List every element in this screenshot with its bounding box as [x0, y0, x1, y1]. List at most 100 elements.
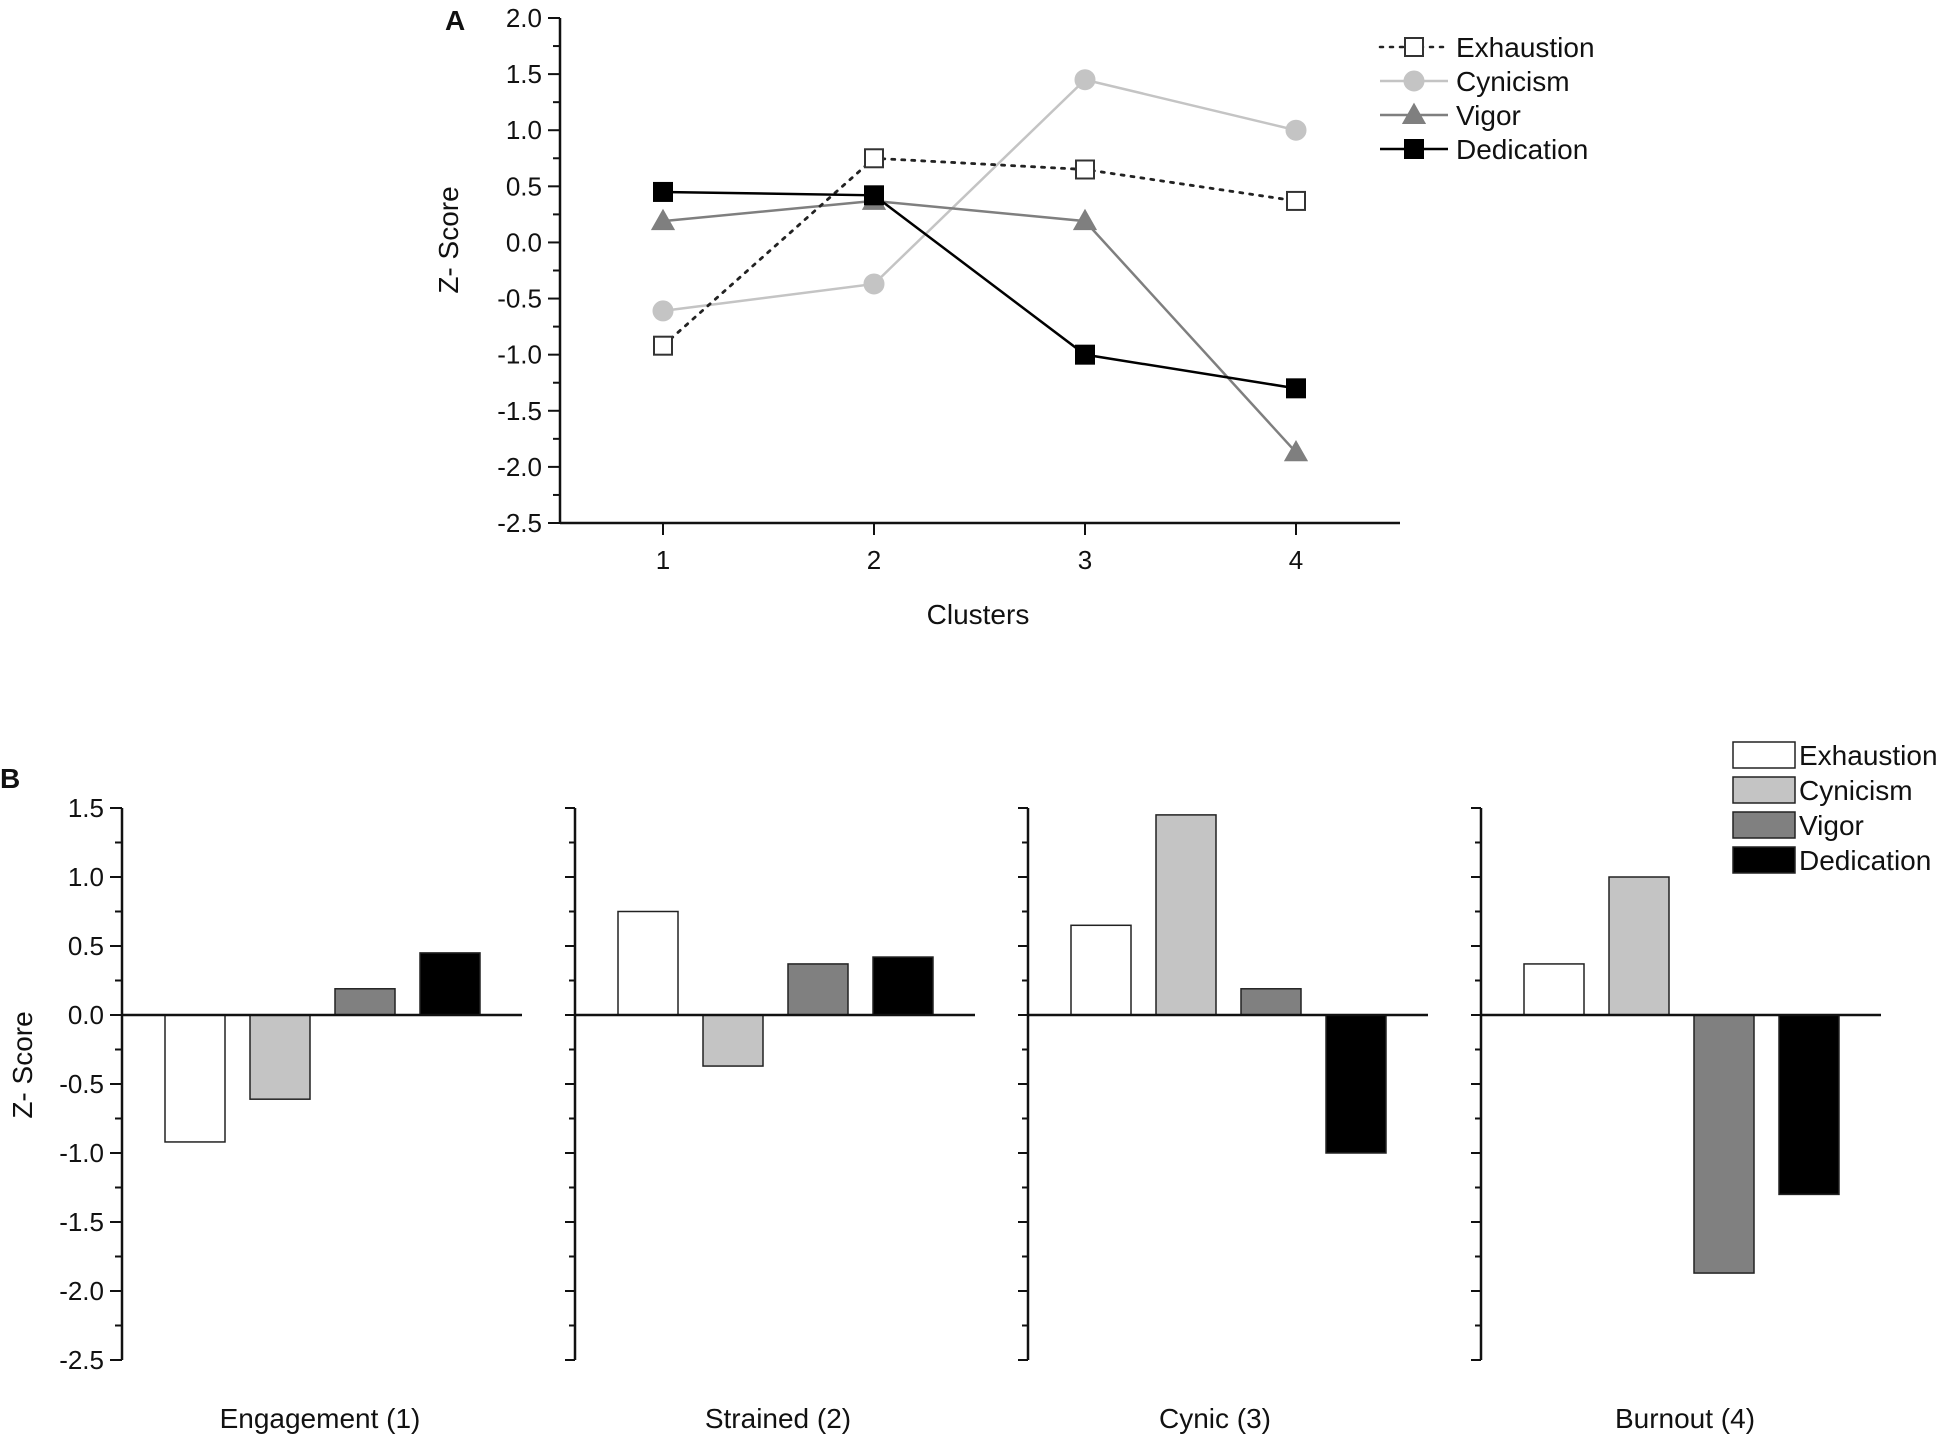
- panel-b-legend-label: Exhaustion: [1799, 740, 1938, 771]
- panel-b-y-tick-label: 1.5: [68, 793, 104, 823]
- panel-a-point-vigor: [650, 208, 676, 231]
- panel-b-category-label: Burnout (4): [1615, 1403, 1755, 1434]
- panel-b-y-tick-label: -0.5: [59, 1069, 104, 1099]
- panel-a-series: [650, 69, 1309, 462]
- panel-a-y-tick-label: -2.5: [497, 508, 542, 538]
- panel-a-y-ticks: 2.0 1.5 1.0 0.5 0.0 -0.5 -1.0 -1.5 -2.0 -2.5: [497, 3, 560, 538]
- panel-a-legend-marker: [1401, 102, 1427, 125]
- panel-b-bar-vigor: [1693, 1014, 1755, 1274]
- panel-a-legend-label: Cynicism: [1456, 66, 1570, 97]
- panel-a-y-tick-label: 2.0: [506, 3, 542, 33]
- panel-b-y-tick-label: -1.0: [59, 1138, 104, 1168]
- panel-a-legend-marker: [1404, 139, 1424, 159]
- panel-b-y-tick-label: -1.5: [59, 1207, 104, 1237]
- panel-b-group-cynic-3: Cynic (3): [1018, 807, 1428, 1434]
- panel-b-bar-vigor: [1240, 988, 1302, 1016]
- panel-b-bar-exhaustion: [617, 910, 679, 1016]
- panel-b-legend: Exhaustion Cynicism Vigor Dedication: [1732, 740, 1938, 876]
- panel-a-point-exhaustion: [1286, 190, 1306, 211]
- panel-a-legend-label: Vigor: [1456, 100, 1521, 131]
- panel-b-bar-vigor: [334, 988, 396, 1016]
- panel-b-legend-swatch: [1732, 811, 1796, 839]
- panel-a-line-chart: A 2.0 1.5 1.0 0.5 0.0 -0.5 -1.0 -1.5 -2.0 -2.5 1 2…: [433, 3, 1595, 630]
- panel-a-y-tick-label: -0.5: [497, 284, 542, 314]
- panel-b-y-tick-label: 0.0: [68, 1000, 104, 1030]
- panel-a-line-dedication: [662, 190, 1297, 390]
- panel-a-point-cynicism: [652, 300, 674, 322]
- panel-b-y-tick-label: 0.5: [68, 931, 104, 961]
- panel-a-series-vigor: [650, 188, 1309, 462]
- panel-b-bar-cynicism: [1155, 814, 1217, 1016]
- panel-a-x-ticks: 1 2 3 4: [656, 523, 1303, 575]
- panel-a-x-tick-label: 4: [1289, 545, 1303, 575]
- panel-a-point-dedication: [864, 185, 884, 206]
- panel-b-legend-item-cynicism: Cynicism: [1732, 775, 1913, 806]
- panel-a-point-exhaustion: [653, 335, 673, 356]
- panel-a-legend-item-exhaustion: Exhaustion: [1378, 32, 1595, 63]
- panel-a-legend-item-cynicism: Cynicism: [1380, 66, 1570, 97]
- panel-a-y-tick-label: 0.0: [506, 227, 542, 257]
- panel-a-y-tick-label: 1.0: [506, 115, 542, 145]
- panel-b-legend-swatch: [1732, 846, 1796, 874]
- panel-b-legend-swatch: [1732, 741, 1796, 769]
- panel-b-bar-cynicism: [249, 1014, 311, 1100]
- panel-a-line-vigor: [662, 199, 1297, 454]
- panel-b-bar-dedication: [872, 956, 934, 1016]
- panel-a-y-tick-label: -1.0: [497, 340, 542, 370]
- panel-b-group-strained-2: Strained (2): [565, 807, 975, 1434]
- panel-a-point-exhaustion: [864, 148, 884, 169]
- panel-b-category-label: Engagement (1): [220, 1403, 421, 1434]
- panel-b-category-label: Strained (2): [705, 1403, 851, 1434]
- panel-b-bar-dedication: [419, 952, 481, 1016]
- panel-b-bar-exhaustion: [1523, 963, 1585, 1016]
- panel-a-point-cynicism: [863, 273, 885, 295]
- panel-a-point-exhaustion: [1075, 159, 1095, 180]
- panel-a-series-dedication: [653, 181, 1306, 399]
- panel-b-bar-dedication: [1778, 1014, 1840, 1196]
- panel-b-legend-label: Cynicism: [1799, 775, 1913, 806]
- panel-a-line-exhaustion: [661, 156, 1298, 348]
- panel-b-y-tick-label: -2.5: [59, 1345, 104, 1375]
- panel-b-legend-item-vigor: Vigor: [1732, 810, 1864, 841]
- panel-a-y-tick-label: -1.5: [497, 396, 542, 426]
- panel-b-legend-label: Vigor: [1799, 810, 1864, 841]
- panel-b-bar-dedication: [1325, 1014, 1387, 1154]
- panel-a-x-tick-label: 1: [656, 545, 670, 575]
- panel-a-series-exhaustion: [653, 148, 1306, 356]
- panel-b-legend-swatch: [1732, 776, 1796, 804]
- panel-b-bar-chart: B 1.5 1.0 0.5 0.0 -0.5 -1.0 -1.5 -2.0 -2.5 Z- Sc…: [0, 740, 1938, 1434]
- panel-a-point-dedication: [653, 181, 673, 202]
- panel-b-groups: Engagement (1) Strained (2) Cynic (3) Burno…: [122, 807, 1881, 1434]
- panel-a-y-tick-label: 0.5: [506, 171, 542, 201]
- panel-b-legend-item-exhaustion: Exhaustion: [1732, 740, 1938, 771]
- panel-a-series-cynicism: [652, 69, 1307, 322]
- panel-b-bar-cynicism: [1608, 876, 1670, 1016]
- panel-b-y-tick-label: 1.0: [68, 862, 104, 892]
- panel-a-legend-label: Exhaustion: [1456, 32, 1595, 63]
- panel-b-y-axis-title: Z- Score: [7, 1011, 38, 1118]
- panel-b-y-ticks: 1.5 1.0 0.5 0.0 -0.5 -1.0 -1.5 -2.0 -2.5: [59, 793, 122, 1375]
- panel-b-label: B: [0, 763, 20, 794]
- panel-a-line-cynicism: [662, 78, 1297, 313]
- panel-a-x-tick-label: 2: [867, 545, 881, 575]
- panel-a-y-tick-label: -2.0: [497, 452, 542, 482]
- panel-a-y-tick-label: 1.5: [506, 59, 542, 89]
- panel-b-bar-exhaustion: [1070, 924, 1132, 1016]
- panel-b-bar-cynicism: [702, 1014, 764, 1067]
- panel-a-point-vigor: [1072, 208, 1098, 231]
- panel-a-legend-marker: [1403, 70, 1425, 92]
- panel-a-legend-item-vigor: Vigor: [1380, 100, 1521, 131]
- panel-a-point-dedication: [1286, 378, 1306, 399]
- panel-b-y-tick-label: -2.0: [59, 1276, 104, 1306]
- panel-a-x-axis-title: Clusters: [927, 599, 1030, 630]
- panel-a-point-cynicism: [1285, 119, 1307, 141]
- panel-a-legend-label: Dedication: [1456, 134, 1588, 165]
- panel-b-group-burnout-4: Burnout (4): [1471, 807, 1881, 1434]
- panel-b-legend-label: Dedication: [1799, 845, 1931, 876]
- panel-a-legend-item-dedication: Dedication: [1380, 134, 1588, 165]
- panel-a-legend-marker: [1404, 37, 1424, 57]
- panel-a-point-cynicism: [1074, 69, 1096, 91]
- panel-a-y-axis-title: Z- Score: [433, 186, 464, 293]
